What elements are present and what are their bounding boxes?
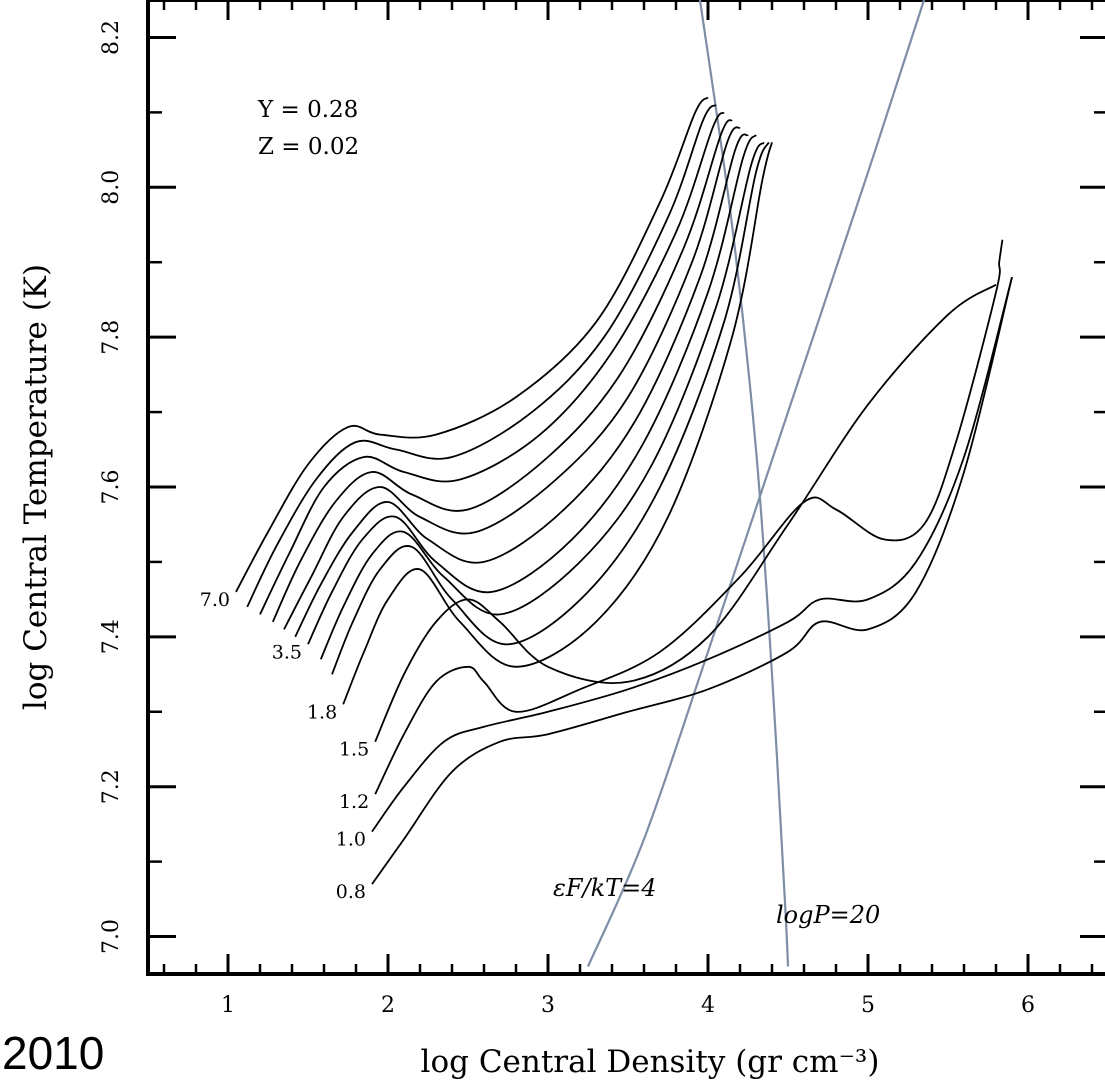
evolution-track (319, 141, 765, 660)
annotation-pressure: logP=20 (776, 901, 880, 929)
mass-label: 1.0 (336, 829, 366, 851)
evolution-track (374, 283, 997, 743)
x-tick-label: 6 (1021, 993, 1035, 1018)
mass-label: 3.5 (272, 641, 302, 663)
reference-lines (586, 0, 926, 967)
y-tick-label: 8.2 (99, 20, 124, 55)
evolution-track (294, 133, 749, 638)
evolution-track (371, 276, 1013, 885)
x-tick-label: 4 (701, 993, 715, 1018)
y-tick-label: 7.0 (99, 919, 124, 954)
evolution-track (283, 126, 741, 630)
y-tick-label: 7.4 (99, 619, 124, 654)
reference-line-pressure (698, 0, 790, 967)
composition-y: Y = 0.28 (257, 97, 358, 123)
mass-label: 7.0 (200, 589, 230, 611)
evolution-track (331, 141, 770, 675)
mass-label: 1.5 (339, 739, 369, 761)
y-axis-title: log Central Temperature (K) (18, 264, 54, 710)
evolution-track (307, 134, 757, 645)
evolution-track (246, 104, 717, 608)
y-tick-label: 7.6 (99, 470, 124, 505)
evolution-track (235, 96, 709, 593)
mass-label: 1.2 (339, 791, 369, 813)
x-tick-label: 3 (541, 993, 555, 1018)
composition-z: Z = 0.02 (258, 134, 359, 160)
y-tick-label: 7.8 (99, 320, 124, 355)
annotation-fermi: εF/kT=4 (553, 874, 657, 902)
x-axis-title: log Central Density (gr cm⁻³) (421, 1044, 880, 1080)
x-tick-label: 5 (861, 993, 875, 1018)
evolution-track (271, 119, 733, 623)
mass-labels: 7.0 3.5 1.81.5 1.2 1.0 0.8 (200, 589, 369, 903)
evolution-track (374, 239, 1004, 795)
evolution-tracks (235, 96, 1013, 885)
year-label: 2010 (2, 1027, 105, 1079)
x-tick-label: 1 (221, 993, 235, 1018)
reference-line-fermi-degeneracy (586, 0, 926, 967)
y-tick-label: 8.0 (99, 170, 124, 205)
mass-label: 1.8 (307, 701, 337, 723)
evolution-track (371, 276, 1013, 833)
evolution-track (259, 111, 725, 615)
evolution-track (342, 142, 773, 705)
x-tick-label: 2 (381, 993, 395, 1018)
mass-label: 0.8 (336, 881, 366, 903)
axis-ticks: 1 2 3 4 5 6 7.0 7.2 7.4 7.6 7.8 8.0 8.2 (99, 0, 1105, 1018)
y-tick-label: 7.2 (99, 769, 124, 804)
